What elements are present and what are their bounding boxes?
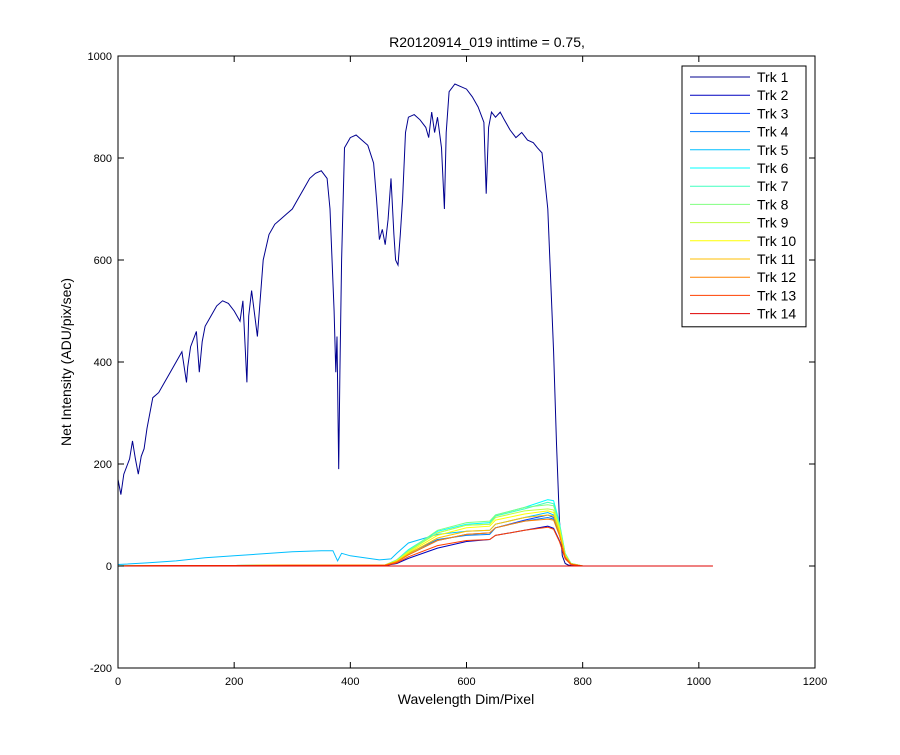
legend-box bbox=[681, 65, 807, 328]
legend-label: Trk 9 bbox=[757, 215, 789, 231]
x-tick-label: 800 bbox=[573, 676, 591, 688]
x-tick-label: 600 bbox=[457, 676, 475, 688]
legend-label: Trk 13 bbox=[757, 287, 796, 303]
legend-label: Trk 5 bbox=[757, 142, 789, 158]
legend-label: Trk 1 bbox=[757, 69, 789, 85]
legend-label: Trk 12 bbox=[757, 269, 796, 285]
x-tick-label: 1000 bbox=[687, 676, 711, 688]
series-layer bbox=[117, 83, 713, 567]
y-tick-label: 200 bbox=[94, 459, 112, 471]
axes: 0 200 400 600 800 1000 1200-200020040060080010… bbox=[88, 51, 828, 688]
x-axis-label: Wavelength Dim/Pixel bbox=[398, 691, 534, 707]
legend: Trk 1 Trk 2 Trk 3 Trk 4 Trk 5 Trk 6 Trk 7 Trk 8… bbox=[681, 65, 807, 328]
legend-label: Trk 14 bbox=[757, 306, 796, 322]
legend-label: Trk 10 bbox=[757, 233, 796, 249]
legend-label: Trk 4 bbox=[757, 124, 789, 140]
x-tick-label: 0 bbox=[115, 676, 121, 688]
legend-label: Trk 2 bbox=[757, 87, 789, 103]
legend-label: Trk 3 bbox=[757, 105, 789, 121]
legend-label: Trk 8 bbox=[757, 196, 789, 212]
y-tick-label: 600 bbox=[94, 255, 112, 267]
y-axis-label: Net Intensity (ADU/pix/sec) bbox=[58, 278, 74, 446]
y-tick-label: 800 bbox=[94, 153, 112, 165]
y-tick-label: 1000 bbox=[88, 51, 112, 63]
chart-title: R20120914_019 inttime = 0.75, bbox=[389, 34, 585, 50]
legend-label: Trk 11 bbox=[757, 251, 795, 267]
legend-label: Trk 7 bbox=[757, 178, 789, 194]
x-tick-label: 1200 bbox=[803, 676, 827, 688]
y-tick-label: 0 bbox=[106, 561, 112, 573]
y-tick-label: 400 bbox=[94, 357, 112, 369]
legend-label: Trk 6 bbox=[757, 160, 789, 176]
y-tick-label: -200 bbox=[90, 663, 112, 675]
x-tick-label: 200 bbox=[225, 676, 243, 688]
x-tick-label: 400 bbox=[341, 676, 359, 688]
series-line-trk-1 bbox=[117, 83, 713, 567]
